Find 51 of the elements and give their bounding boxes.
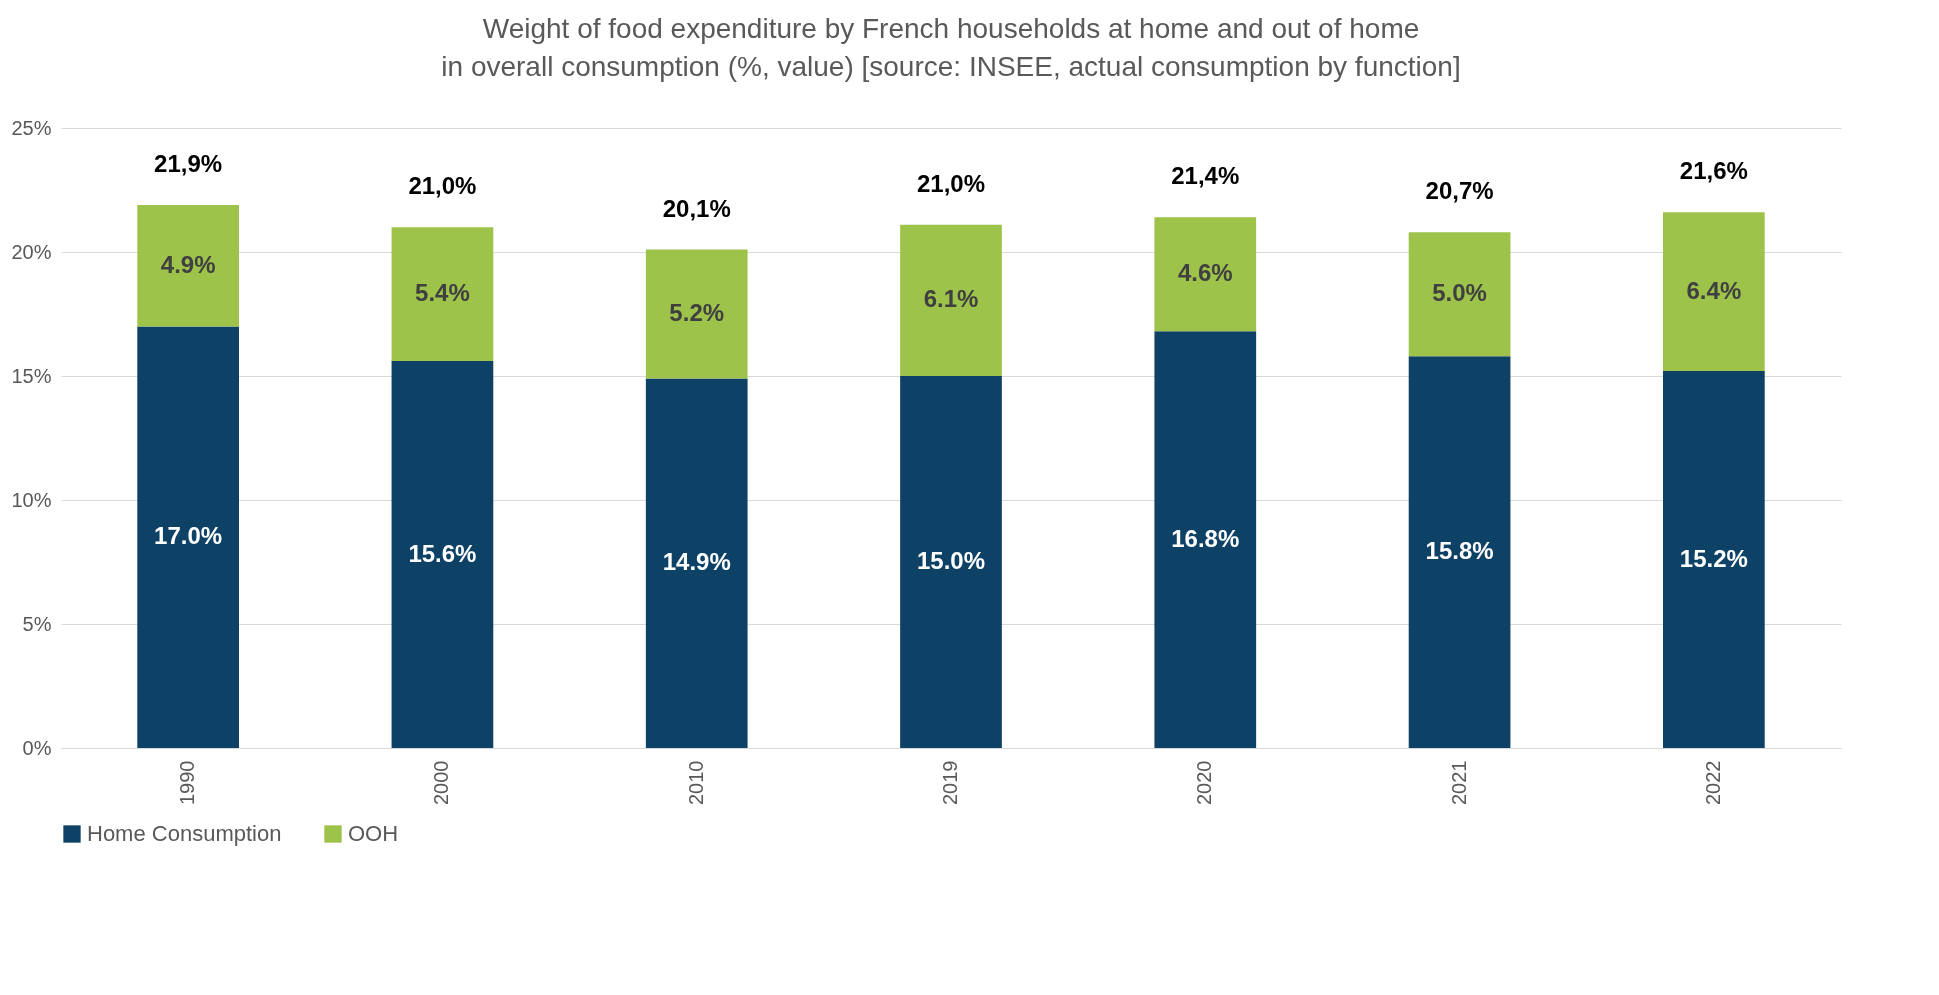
bar [1408,356,1511,748]
data-label: 16.8% [1171,524,1240,552]
total-label: 21,0% [408,172,477,200]
y-tick-label: 15% [11,364,52,387]
bar [1154,217,1257,332]
bar [137,204,239,327]
data-label: 15.0% [916,547,986,574]
x-tick-label: 2022 [1701,760,1724,805]
bar [900,376,1002,748]
y-tick-label: 25% [11,116,52,139]
chart-title: Weight of food expenditure by French households at home and out of home in overall consumption (%, value) [source: INSEE, actual consumption by function] [441,13,1461,82]
bar [1154,331,1257,748]
total-label: 20,1% [662,194,731,222]
bar [645,378,748,748]
bar [391,227,494,362]
x-tick-label: 2010 [684,760,707,805]
bar [1663,212,1765,372]
legend-label: Home Consumption [87,821,282,846]
y-tick-label: 10% [11,488,52,511]
x-tick-label: 1990 [176,760,199,805]
legend-label: OOH [348,821,399,846]
x-tick-label: 2000 [430,760,453,805]
data-label: 6.1% [923,285,979,313]
x-tick-label: 2021 [1447,760,1470,805]
x-tick-label: 2019 [939,760,961,805]
bar [1663,371,1765,748]
bar [137,326,239,748]
total-label: 21,6% [1679,157,1748,185]
total-label: 21,0% [916,169,986,197]
bar [1408,232,1511,357]
data-label: 17.0% [154,522,223,550]
y-tick-label: 0% [22,736,52,759]
data-label: 6.4% [1686,276,1742,304]
data-label: 15.8% [1425,537,1494,565]
y-tick-label: 5% [22,612,52,635]
data-label: 4.9% [160,250,216,278]
data-label: 5.0% [1432,279,1487,307]
total-label: 21,4% [1171,162,1240,190]
data-label: 14.9% [662,548,731,576]
bar [645,249,748,379]
data-label: 4.6% [1177,259,1233,287]
x-tick-label: 2020 [1193,760,1216,805]
data-label: 15.2% [1679,544,1748,572]
data-label: 15.6% [408,539,477,567]
bar [900,224,1002,376]
total-label: 20,7% [1425,177,1494,205]
y-tick-label: 20% [11,240,52,263]
data-label: 5.4% [415,279,470,307]
total-label: 21,9% [154,149,223,177]
data-label: 5.2% [669,299,725,326]
bar [391,361,494,748]
